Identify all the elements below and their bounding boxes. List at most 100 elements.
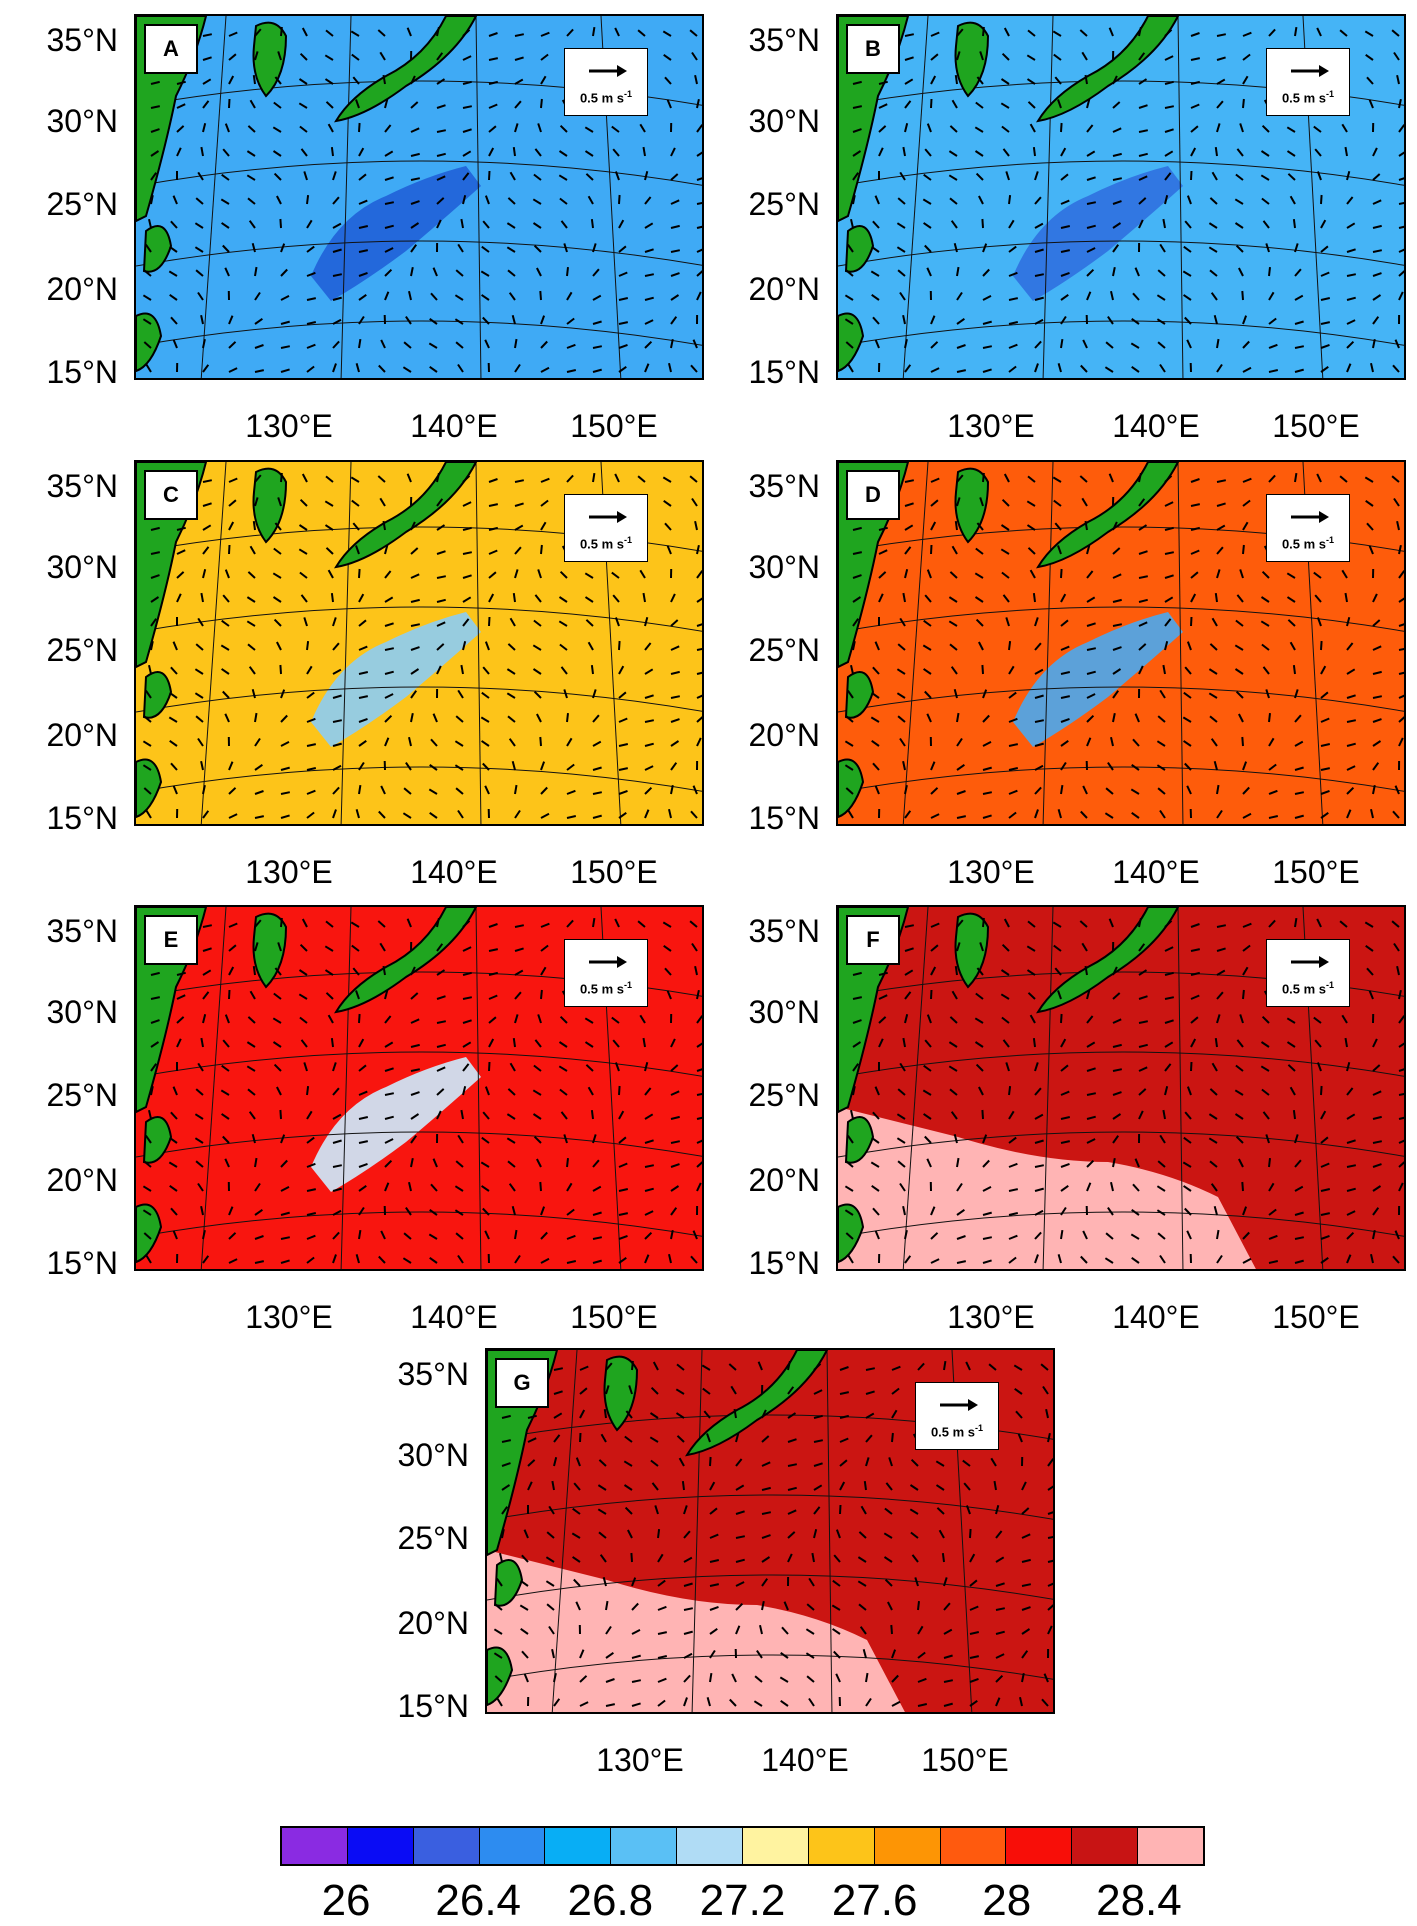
latitude-label: 15°N: [710, 356, 820, 388]
colorbar-swatch: [545, 1828, 611, 1864]
longitude-label: 130°E: [219, 856, 359, 888]
colorbar-label: 28.4: [1059, 1876, 1219, 1926]
latitude-label: 20°N: [710, 1164, 820, 1196]
reference-vector-label: 0.5 m s-1: [1267, 89, 1349, 105]
panel-label: D: [846, 470, 900, 520]
colorbar-swatch: [1138, 1828, 1203, 1864]
colorbar-swatch: [941, 1828, 1007, 1864]
longitude-label: 140°E: [735, 1744, 875, 1776]
latitude-label: 25°N: [710, 1079, 820, 1111]
colorbar-swatch: [414, 1828, 480, 1864]
latitude-label: 25°N: [359, 1522, 469, 1554]
latitude-label: 20°N: [8, 1164, 118, 1196]
latitude-label: 20°N: [359, 1607, 469, 1639]
map-frame: C 0.5 m s-1: [134, 460, 704, 826]
latitude-label: 15°N: [710, 1247, 820, 1279]
latitude-label: 30°N: [710, 996, 820, 1028]
reference-vector-label: 0.5 m s-1: [1267, 980, 1349, 996]
latitude-label: 20°N: [8, 719, 118, 751]
colorbar-swatch: [1006, 1828, 1072, 1864]
longitude-label: 130°E: [219, 1301, 359, 1333]
panel-label: B: [846, 24, 900, 74]
latitude-label: 35°N: [710, 915, 820, 947]
colorbar-swatch: [611, 1828, 677, 1864]
reference-vector-box: 0.5 m s-1: [1266, 494, 1350, 562]
reference-vector-label: 0.5 m s-1: [565, 535, 647, 551]
latitude-label: 25°N: [8, 1079, 118, 1111]
reference-vector-label: 0.5 m s-1: [565, 89, 647, 105]
panel-label: C: [144, 470, 198, 520]
colorbar-swatch: [1072, 1828, 1138, 1864]
latitude-label: 35°N: [8, 470, 118, 502]
reference-vector-box: 0.5 m s-1: [564, 48, 648, 116]
arrow-head-icon: [1319, 65, 1329, 77]
latitude-label: 15°N: [8, 356, 118, 388]
latitude-label: 25°N: [8, 188, 118, 220]
longitude-label: 150°E: [544, 856, 684, 888]
longitude-label: 130°E: [921, 410, 1061, 442]
longitude-label: 140°E: [1086, 856, 1226, 888]
longitude-label: 140°E: [1086, 410, 1226, 442]
latitude-label: 30°N: [359, 1439, 469, 1471]
colorbar-swatch: [809, 1828, 875, 1864]
reference-vector-box: 0.5 m s-1: [915, 1382, 999, 1450]
colorbar-swatch: [282, 1828, 348, 1864]
latitude-label: 35°N: [710, 470, 820, 502]
latitude-label: 35°N: [8, 24, 118, 56]
longitude-label: 140°E: [384, 410, 524, 442]
arrow-head-icon: [1319, 511, 1329, 523]
longitude-label: 150°E: [1246, 856, 1386, 888]
longitude-label: 150°E: [544, 1301, 684, 1333]
latitude-label: 15°N: [8, 802, 118, 834]
latitude-label: 25°N: [8, 634, 118, 666]
arrow-head-icon: [1319, 956, 1329, 968]
latitude-label: 20°N: [8, 273, 118, 305]
latitude-label: 20°N: [710, 273, 820, 305]
map-frame: D 0.5 m s-1: [836, 460, 1406, 826]
longitude-label: 130°E: [570, 1744, 710, 1776]
map-frame: E 0.5 m s-1: [134, 905, 704, 1271]
latitude-label: 30°N: [8, 551, 118, 583]
arrow-head-icon: [968, 1399, 978, 1411]
latitude-label: 15°N: [8, 1247, 118, 1279]
reference-vector-box: 0.5 m s-1: [1266, 48, 1350, 116]
map-frame: G 0.5 m s-1: [485, 1348, 1055, 1714]
panel-label: G: [495, 1358, 549, 1408]
reference-vector-box: 0.5 m s-1: [564, 494, 648, 562]
arrow-head-icon: [617, 65, 627, 77]
longitude-label: 150°E: [1246, 410, 1386, 442]
longitude-label: 130°E: [219, 410, 359, 442]
longitude-label: 150°E: [544, 410, 684, 442]
latitude-label: 30°N: [8, 105, 118, 137]
colorbar-swatch: [875, 1828, 941, 1864]
arrow-head-icon: [617, 956, 627, 968]
panel-label: A: [144, 24, 198, 74]
map-frame: A 0.5 m s-1: [134, 14, 704, 380]
panel-label: F: [846, 915, 900, 965]
colorbar-swatch: [677, 1828, 743, 1864]
latitude-label: 20°N: [710, 719, 820, 751]
reference-vector-box: 0.5 m s-1: [564, 939, 648, 1007]
longitude-label: 140°E: [1086, 1301, 1226, 1333]
reference-vector-label: 0.5 m s-1: [1267, 535, 1349, 551]
latitude-label: 30°N: [710, 105, 820, 137]
longitude-label: 150°E: [1246, 1301, 1386, 1333]
panel-label: E: [144, 915, 198, 965]
reference-vector-label: 0.5 m s-1: [916, 1423, 998, 1439]
latitude-label: 25°N: [710, 634, 820, 666]
latitude-label: 30°N: [710, 551, 820, 583]
longitude-label: 150°E: [895, 1744, 1035, 1776]
colorbar-swatch: [743, 1828, 809, 1864]
longitude-label: 140°E: [384, 1301, 524, 1333]
longitude-label: 130°E: [921, 856, 1061, 888]
latitude-label: 15°N: [359, 1690, 469, 1722]
reference-vector-label: 0.5 m s-1: [565, 980, 647, 996]
colorbar-swatch: [348, 1828, 414, 1864]
latitude-label: 35°N: [8, 915, 118, 947]
reference-vector-box: 0.5 m s-1: [1266, 939, 1350, 1007]
latitude-label: 35°N: [710, 24, 820, 56]
latitude-label: 30°N: [8, 996, 118, 1028]
longitude-label: 140°E: [384, 856, 524, 888]
longitude-label: 130°E: [921, 1301, 1061, 1333]
map-frame: B 0.5 m s-1: [836, 14, 1406, 380]
